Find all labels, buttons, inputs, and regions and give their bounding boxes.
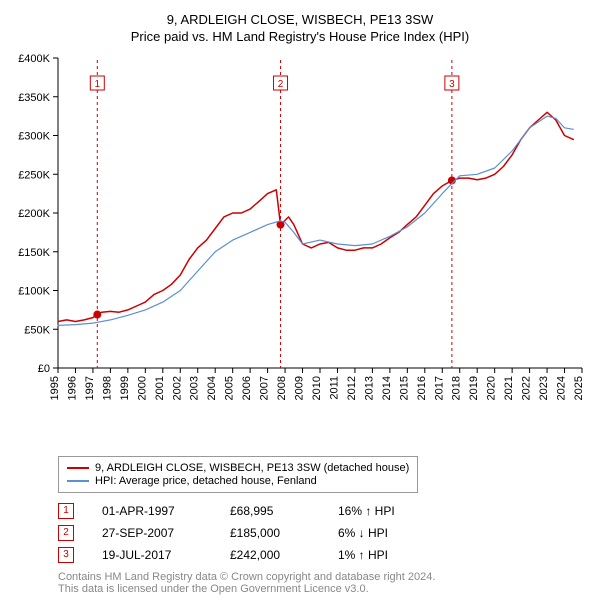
svg-text:2003: 2003 <box>189 376 201 400</box>
svg-text:£200K: £200K <box>18 208 50 220</box>
title-line-2: Price paid vs. HM Land Registry's House … <box>10 29 590 44</box>
svg-text:2008: 2008 <box>276 376 288 400</box>
svg-text:2015: 2015 <box>398 376 410 400</box>
title-line-1: 9, ARDLEIGH CLOSE, WISBECH, PE13 3SW <box>10 12 590 27</box>
svg-text:1999: 1999 <box>119 376 131 400</box>
sale-marker-icon: 2 <box>58 525 74 541</box>
sales-table: 1 01-APR-1997 £68,995 16% ↑ HPI 2 27-SEP… <box>58 503 590 563</box>
sale-date: 27-SEP-2007 <box>102 526 202 540</box>
svg-text:2005: 2005 <box>224 376 236 400</box>
svg-text:£50K: £50K <box>24 324 50 336</box>
svg-text:£400K: £400K <box>18 53 50 65</box>
svg-text:2: 2 <box>278 79 284 90</box>
svg-text:1995: 1995 <box>49 376 61 400</box>
svg-text:£100K: £100K <box>18 286 50 298</box>
sale-price: £242,000 <box>230 548 310 562</box>
legend-label: HPI: Average price, detached house, Fenl… <box>95 475 317 487</box>
chart-area: £0 £50K £100K £150K £200K £250K £300K £350K £400… <box>10 50 590 450</box>
svg-text:2022: 2022 <box>521 376 533 400</box>
line-chart-svg: £0 £50K £100K £150K £200K £250K £300K £350K £400… <box>10 50 590 410</box>
svg-text:£300K: £300K <box>18 131 50 143</box>
svg-text:2010: 2010 <box>311 376 323 400</box>
svg-text:2014: 2014 <box>381 376 393 400</box>
legend-swatch <box>67 480 89 482</box>
svg-text:2001: 2001 <box>154 376 166 400</box>
sale-date: 19-JUL-2017 <box>102 548 202 562</box>
svg-text:2000: 2000 <box>136 376 148 400</box>
svg-text:2002: 2002 <box>171 376 183 400</box>
svg-text:2020: 2020 <box>486 376 498 400</box>
svg-text:2011: 2011 <box>328 376 340 400</box>
sale-delta: 16% ↑ HPI <box>338 504 428 518</box>
svg-text:2021: 2021 <box>503 376 515 400</box>
svg-text:1997: 1997 <box>84 376 96 400</box>
license-line-1: Contains HM Land Registry data © Crown c… <box>58 571 590 583</box>
sales-row: 2 27-SEP-2007 £185,000 6% ↓ HPI <box>58 525 590 541</box>
svg-text:2006: 2006 <box>241 376 253 400</box>
sale-price: £68,995 <box>230 504 310 518</box>
svg-text:2019: 2019 <box>468 376 480 400</box>
sale-marker-icon: 3 <box>58 547 74 563</box>
svg-text:£350K: £350K <box>18 92 50 104</box>
svg-text:2004: 2004 <box>206 376 218 400</box>
license-line-2: This data is licensed under the Open Gov… <box>58 583 590 595</box>
sales-row: 3 19-JUL-2017 £242,000 1% ↑ HPI <box>58 547 590 563</box>
sale-price: £185,000 <box>230 526 310 540</box>
legend: 9, ARDLEIGH CLOSE, WISBECH, PE13 3SW (de… <box>58 456 418 493</box>
sale-date: 01-APR-1997 <box>102 504 202 518</box>
svg-text:£250K: £250K <box>18 169 50 181</box>
svg-text:3: 3 <box>449 79 455 90</box>
legend-item: 9, ARDLEIGH CLOSE, WISBECH, PE13 3SW (de… <box>67 462 409 474</box>
svg-text:1996: 1996 <box>66 376 78 400</box>
svg-text:1: 1 <box>95 79 101 90</box>
sale-marker-icon: 1 <box>58 503 74 519</box>
svg-text:1998: 1998 <box>101 376 113 400</box>
svg-text:2012: 2012 <box>346 376 358 400</box>
svg-text:2017: 2017 <box>433 376 445 400</box>
legend-item: HPI: Average price, detached house, Fenl… <box>67 475 409 487</box>
chart-titles: 9, ARDLEIGH CLOSE, WISBECH, PE13 3SW Pri… <box>10 12 590 44</box>
svg-text:2013: 2013 <box>363 376 375 400</box>
sales-row: 1 01-APR-1997 £68,995 16% ↑ HPI <box>58 503 590 519</box>
svg-text:£0: £0 <box>38 363 50 375</box>
svg-text:2009: 2009 <box>294 376 306 400</box>
svg-text:2007: 2007 <box>259 376 271 400</box>
sale-delta: 6% ↓ HPI <box>338 526 428 540</box>
sale-delta: 1% ↑ HPI <box>338 548 428 562</box>
svg-text:£150K: £150K <box>18 247 50 259</box>
svg-text:2016: 2016 <box>416 376 428 400</box>
legend-label: 9, ARDLEIGH CLOSE, WISBECH, PE13 3SW (de… <box>95 462 409 474</box>
license-text: Contains HM Land Registry data © Crown c… <box>58 571 590 595</box>
svg-text:2023: 2023 <box>538 376 550 400</box>
svg-text:2024: 2024 <box>556 376 568 400</box>
legend-swatch <box>67 467 89 469</box>
svg-text:2025: 2025 <box>573 376 585 400</box>
svg-text:2018: 2018 <box>451 376 463 400</box>
